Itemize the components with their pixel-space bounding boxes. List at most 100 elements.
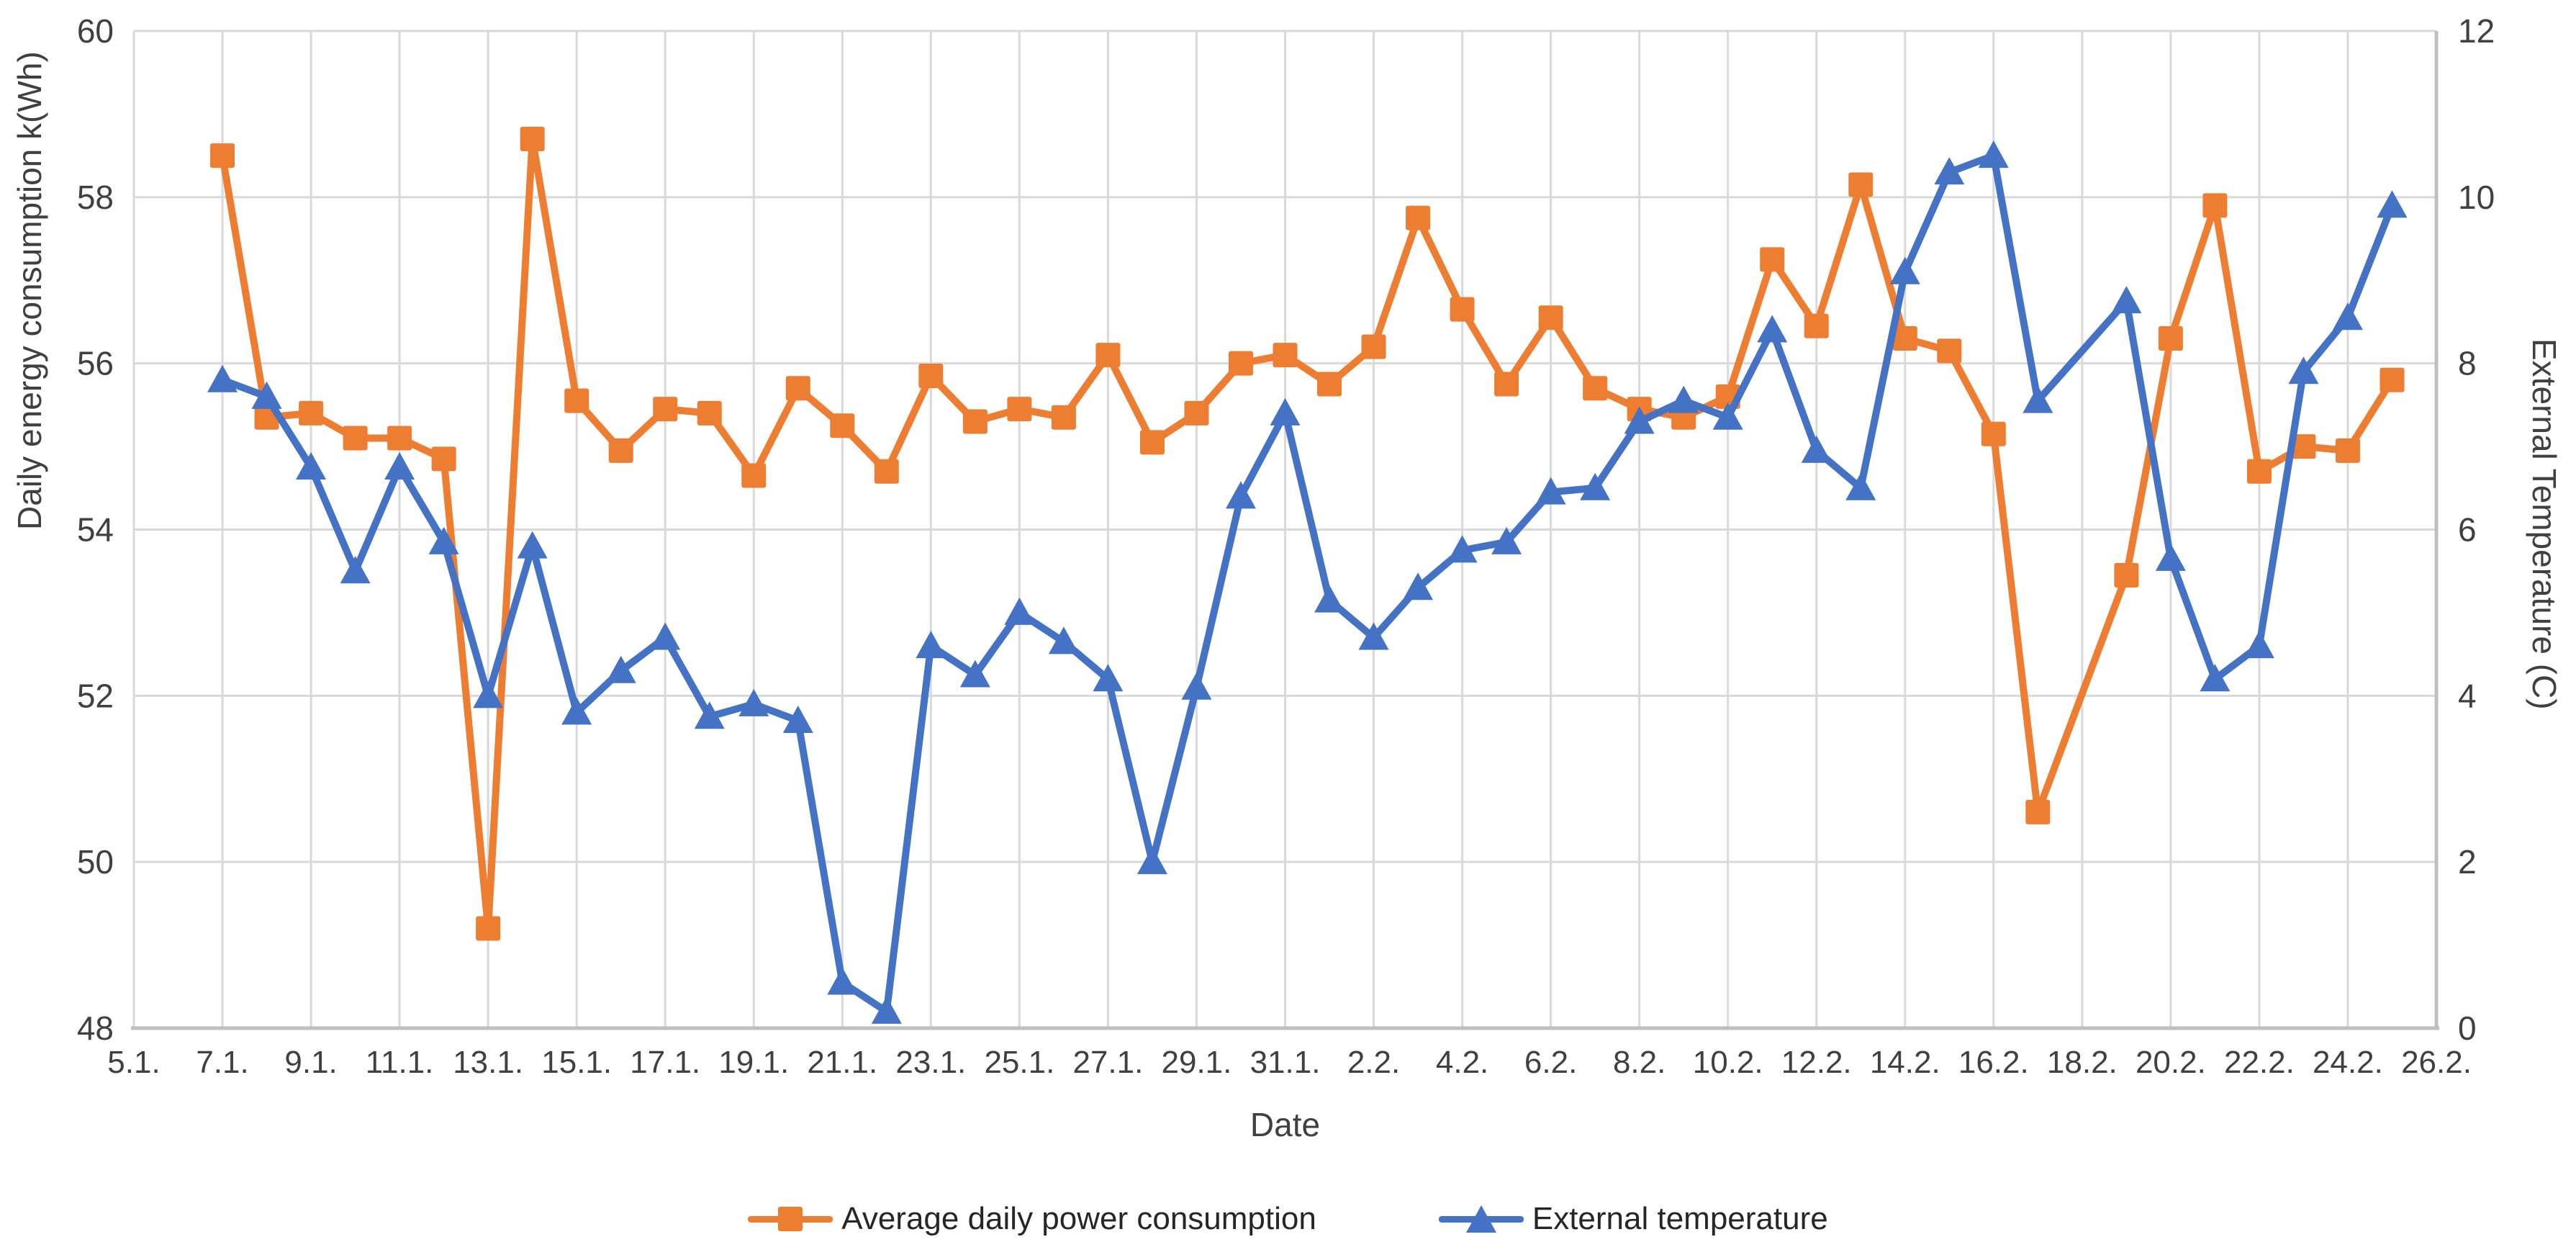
left-axis-title: Daily energy consumption k(Wh) [11, 51, 48, 530]
legend-item-external-temperature: External temperature [1438, 1201, 1828, 1237]
triangle-marker [2155, 543, 2186, 571]
square-marker [2291, 434, 2316, 459]
square-marker [564, 388, 589, 413]
left-tick-label: 60 [77, 12, 114, 50]
right-tick-label: 0 [2458, 1009, 2477, 1047]
triangle-marker [738, 688, 769, 716]
square-marker [1937, 338, 1962, 364]
triangle-marker [1314, 585, 1345, 613]
triangle-marker [916, 631, 946, 659]
triangle-marker [2200, 664, 2231, 692]
square-marker [1051, 405, 1076, 430]
triangle-marker [2377, 190, 2408, 218]
left-axis-tick-labels: 48 50 52 54 56 58 60 [77, 12, 114, 1047]
triangle-marker [782, 705, 813, 733]
triangle-marker [1403, 572, 1434, 600]
left-tick-label: 52 [77, 677, 114, 714]
square-marker [1804, 313, 1829, 338]
triangle-marker [694, 701, 725, 729]
square-marker [2246, 459, 2272, 484]
square-marker [1494, 372, 1519, 397]
triangle-marker [1447, 535, 1478, 563]
x-axis-tick-labels: 5.1. 7.1. 9.1. 11.1. 13.1. 15.1. 17.1. 19.1. 21.… [107, 1045, 2472, 1080]
triangle-marker [2111, 286, 2142, 314]
x-tick-label: 26.2. [2401, 1045, 2472, 1080]
triangle-marker [2243, 631, 2274, 659]
x-tick-label: 15.1. [541, 1045, 612, 1080]
x-tick-label: 29.1. [1162, 1045, 1232, 1080]
power-consumption-series [210, 127, 2405, 941]
square-marker [741, 463, 767, 488]
triangle-marker [473, 680, 504, 708]
triangle-marker [340, 556, 371, 584]
triangle-marker [1093, 664, 1124, 692]
temperature-series [207, 140, 2408, 1024]
x-tick-label: 27.1. [1072, 1045, 1143, 1080]
x-tick-label: 19.1. [718, 1045, 789, 1080]
square-marker [1538, 305, 1563, 330]
square-marker [2114, 562, 2139, 588]
square-marker [1228, 351, 1253, 376]
triangle-marker [517, 531, 548, 559]
left-tick-label: 56 [77, 345, 114, 382]
triangle-marker [2288, 356, 2319, 384]
square-marker [874, 459, 899, 484]
right-tick-label: 10 [2458, 179, 2495, 216]
square-marker [608, 438, 633, 463]
triangle-marker [384, 451, 415, 480]
right-tick-label: 8 [2458, 345, 2477, 382]
triangle-marker [1491, 526, 1522, 554]
square-marker [1273, 343, 1298, 368]
right-tick-label: 6 [2458, 511, 2477, 549]
x-tick-label: 14.2. [1870, 1045, 1940, 1080]
series-line [219, 135, 2396, 932]
square-marker [2335, 438, 2360, 463]
triangle-marker [1181, 672, 1212, 700]
left-tick-label: 58 [77, 179, 114, 216]
square-marker [697, 400, 722, 426]
x-tick-label: 22.2. [2224, 1045, 2295, 1080]
legend-label-power-consumption: Average daily power consumption [841, 1201, 1316, 1236]
x-tick-label: 5.1. [107, 1045, 160, 1080]
square-marker [387, 426, 412, 451]
square-marker [299, 400, 324, 426]
square-marker [2158, 326, 2183, 351]
triangle-marker [650, 622, 681, 650]
triangle-marker [1358, 622, 1389, 650]
triangle-marker [561, 697, 592, 725]
gridlines [132, 30, 2438, 1030]
x-tick-label: 31.1. [1250, 1045, 1321, 1080]
triangle-marker [1624, 406, 1655, 434]
triangle-marker [1270, 397, 1301, 426]
triangle-marker [428, 526, 459, 554]
square-marker [1892, 326, 1917, 351]
right-tick-label: 4 [2458, 677, 2477, 714]
x-tick-label: 8.2. [1613, 1045, 1666, 1080]
legend-item-power-consumption: Average daily power consumption [748, 1201, 1316, 1237]
square-marker [2380, 367, 2405, 392]
square-marker [2202, 193, 2228, 218]
chart-legend: Average daily power consumption External… [0, 1201, 2576, 1237]
square-marker [1406, 205, 1431, 230]
x-tick-label: 25.1. [984, 1045, 1054, 1080]
triangle-marker [1004, 597, 1035, 625]
square-marker [1583, 376, 1608, 401]
square-marker [1095, 343, 1121, 368]
square-marker [1007, 397, 1032, 422]
square-marker [1981, 421, 2006, 446]
triangle-marker [2023, 385, 2053, 413]
x-tick-label: 9.1. [284, 1045, 337, 1080]
square-marker-icon [748, 1205, 833, 1233]
triangle-marker-icon [1438, 1205, 1524, 1233]
square-marker [431, 446, 456, 472]
square-marker [785, 376, 810, 401]
x-tick-label: 16.2. [1958, 1045, 2029, 1080]
square-marker [210, 143, 235, 168]
x-tick-label: 4.2. [1436, 1045, 1488, 1080]
series-line [219, 152, 2396, 1015]
right-axis-title: External Temperature (C) [2526, 338, 2563, 710]
square-marker [520, 127, 545, 152]
square-marker [1361, 334, 1386, 359]
triangle-marker [1668, 385, 1699, 413]
